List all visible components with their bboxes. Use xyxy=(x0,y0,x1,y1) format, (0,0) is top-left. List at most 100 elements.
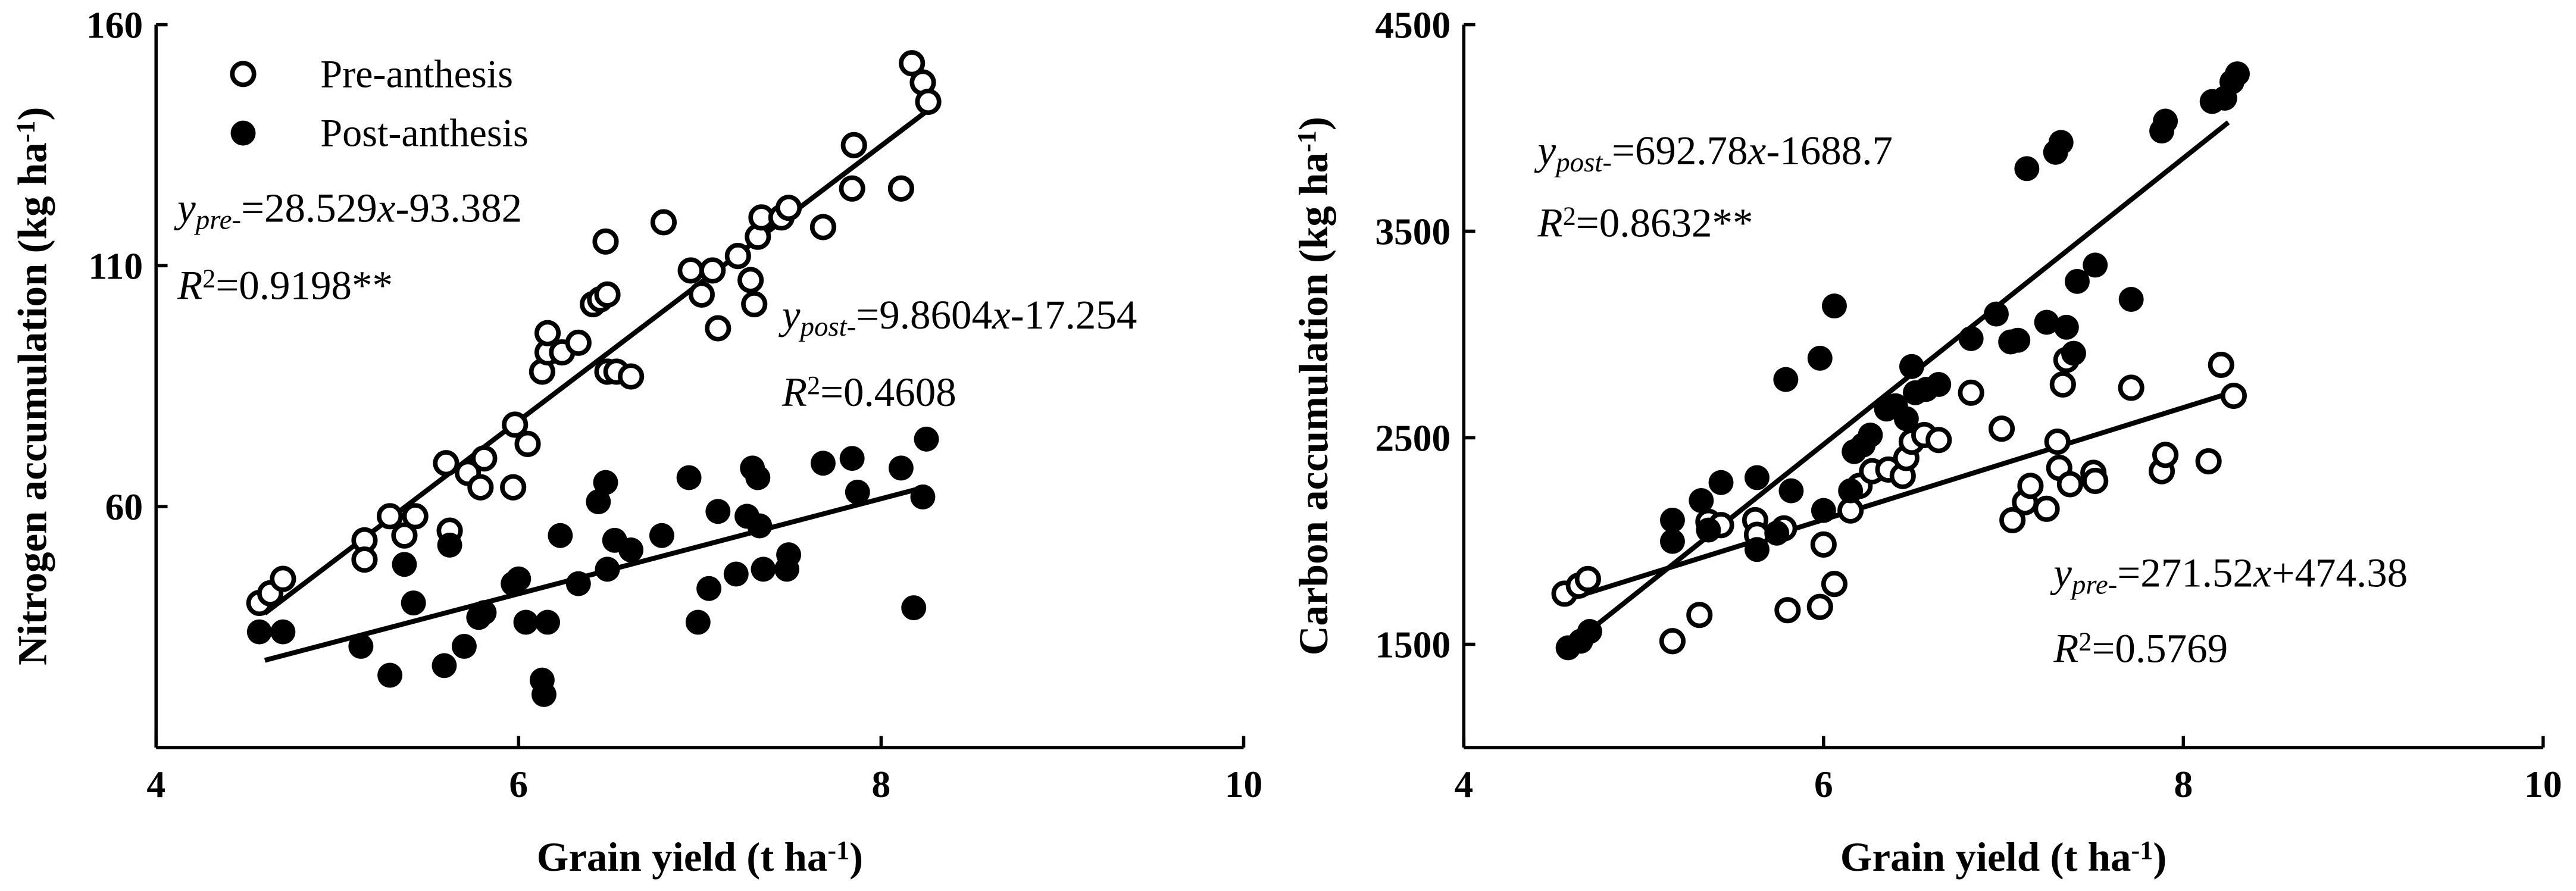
data-point xyxy=(2061,340,2086,366)
text-part: =0.8632** xyxy=(1576,201,1753,246)
data-point xyxy=(1958,326,1984,351)
text-part: Grain yield (t ha xyxy=(537,834,828,880)
text-part: ) xyxy=(849,834,863,880)
data-point xyxy=(1958,379,1984,406)
data-point xyxy=(2033,495,2060,522)
data-point xyxy=(1999,507,2026,534)
x-tick-label: 6 xyxy=(509,763,528,805)
data-point xyxy=(2049,371,2076,398)
data-point xyxy=(2082,467,2109,495)
data-point xyxy=(1708,470,1734,495)
data-point xyxy=(1659,628,1686,655)
y-tick-label: 4500 xyxy=(1375,4,1450,46)
data-point xyxy=(377,662,403,688)
y-tick-label: 2500 xyxy=(1375,417,1450,459)
data-point xyxy=(1807,345,1833,371)
text-part: =692.78 xyxy=(1612,128,1748,173)
data-point xyxy=(618,363,645,390)
text-part: -93.382 xyxy=(395,186,522,231)
data-point xyxy=(845,479,870,505)
x-tick-label: 4 xyxy=(1454,763,1473,805)
x-tick-label: 4 xyxy=(146,763,165,805)
text-part: ) xyxy=(10,107,55,121)
data-point xyxy=(649,523,674,548)
data-point xyxy=(246,619,272,645)
data-point xyxy=(1821,571,1848,598)
data-point xyxy=(2118,374,2144,401)
text-part: =271.52 xyxy=(2117,550,2253,595)
data-point xyxy=(1925,427,1952,454)
data-point xyxy=(2195,448,2222,475)
data-point xyxy=(502,411,529,438)
data-point xyxy=(910,484,936,509)
text-part: x xyxy=(1747,128,1767,173)
data-point xyxy=(745,465,771,490)
y-axis-title: Carbon accumulation (kg ha-1) xyxy=(1291,117,1336,655)
text-part: -1 xyxy=(2131,836,2153,865)
data-point xyxy=(751,557,776,582)
data-point xyxy=(2225,61,2250,87)
data-point xyxy=(741,290,768,318)
data-point xyxy=(2056,471,2083,498)
text-part: 2 xyxy=(2078,627,2092,656)
data-point xyxy=(887,175,914,202)
annotation: R2=0.4608 xyxy=(781,370,956,415)
data-point xyxy=(2208,351,2234,379)
data-point xyxy=(839,446,865,471)
text-part: +474.38 xyxy=(2272,550,2408,595)
text-part: x xyxy=(2253,550,2272,595)
data-point xyxy=(1764,520,1790,546)
data-point xyxy=(809,214,837,240)
x-axis-title: Grain yield (t ha-1) xyxy=(1840,834,2167,880)
data-point xyxy=(471,600,497,626)
data-point xyxy=(737,267,764,293)
data-point xyxy=(776,542,802,568)
text-part: x xyxy=(377,186,396,231)
data-point xyxy=(915,88,942,115)
text-part: pre- xyxy=(2070,569,2117,600)
legend-marker xyxy=(230,61,257,87)
data-point xyxy=(1858,422,1883,448)
y-tick-label: 160 xyxy=(86,4,143,46)
data-point xyxy=(2034,309,2059,335)
data-point xyxy=(2220,382,2247,409)
data-point xyxy=(747,513,773,539)
data-point xyxy=(437,532,462,558)
text-part: 2 xyxy=(1563,202,1576,231)
data-point xyxy=(1811,498,1836,523)
text-part: -1 xyxy=(827,836,849,865)
fit-line xyxy=(263,109,929,615)
data-point xyxy=(1899,354,1924,379)
data-point xyxy=(901,595,927,621)
text-part: -1 xyxy=(1292,130,1321,152)
text-part: =0.5769 xyxy=(2092,626,2228,671)
data-point xyxy=(535,609,561,635)
data-point xyxy=(514,430,541,457)
text-part: Carbon accumulation (kg ha xyxy=(1291,152,1336,655)
data-point xyxy=(1686,602,1713,629)
data-point xyxy=(594,281,621,308)
text-part: y xyxy=(174,186,196,231)
text-part: 2 xyxy=(202,264,215,293)
x-tick-label: 10 xyxy=(2524,763,2562,805)
data-point xyxy=(392,552,417,577)
data-point xyxy=(899,50,926,77)
data-point xyxy=(1984,301,2009,327)
data-point xyxy=(839,175,865,202)
data-point xyxy=(1659,529,1685,554)
annotation: R2=0.9198** xyxy=(177,262,393,308)
y-tick-label: 60 xyxy=(105,486,143,528)
data-point xyxy=(688,281,715,308)
x-tick-label: 8 xyxy=(2174,763,2193,805)
data-point xyxy=(534,320,561,346)
data-point xyxy=(1778,478,1804,504)
text-part: R xyxy=(2053,626,2078,671)
data-point xyxy=(723,561,749,587)
text-part: -1688.7 xyxy=(1766,128,1893,173)
data-point xyxy=(432,653,457,679)
fit-line xyxy=(1562,391,2230,604)
text-part: x xyxy=(992,292,1011,337)
text-part: post- xyxy=(798,311,856,342)
